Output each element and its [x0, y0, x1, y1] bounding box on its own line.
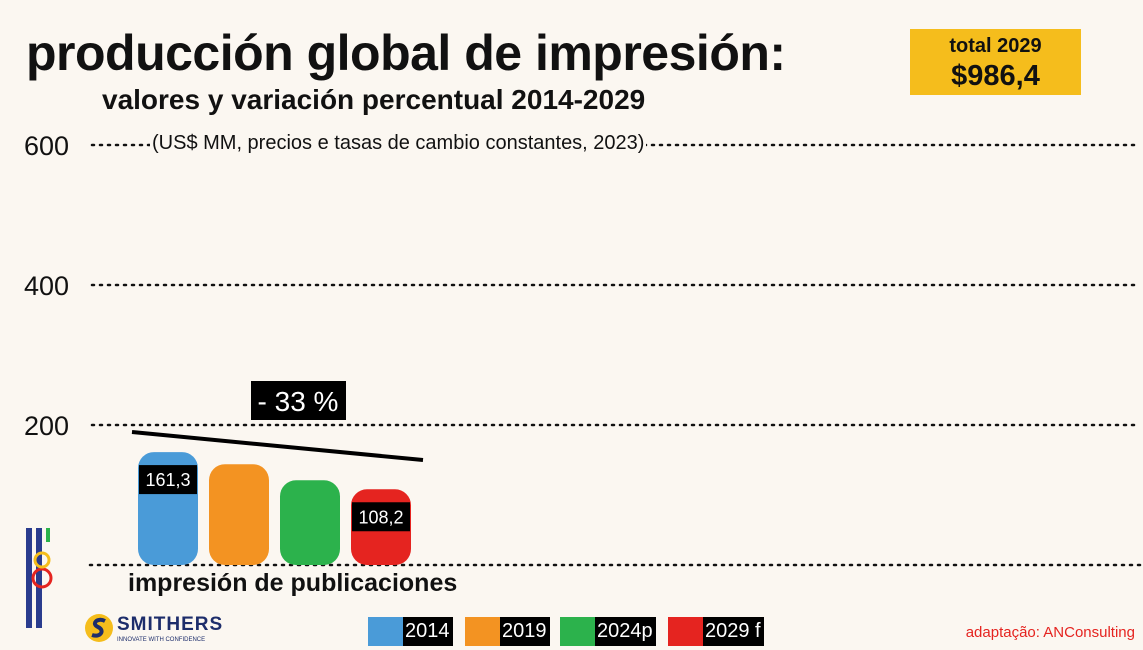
legend-swatch-2019 — [465, 617, 500, 646]
credit-text: adaptação: ANConsulting — [965, 624, 1135, 641]
legend-item-2024p: 2024p — [560, 617, 656, 646]
legend-label-2019: 2019 — [500, 617, 550, 646]
change-badge-text: - 33 % — [258, 386, 339, 417]
smithers-tagline: INNOVATE WITH CONFIDENCE — [117, 637, 206, 643]
change-badge-bg — [251, 381, 346, 420]
bar-2024p — [280, 480, 340, 565]
legend-swatch-2024p — [560, 617, 595, 646]
trend-line — [131, 430, 424, 462]
data-label-2029f: 108,2 — [358, 507, 403, 527]
total-label: total 2029 — [949, 35, 1042, 57]
y-tick-label-400: 400 — [24, 271, 69, 301]
legend-item-2014: 2014 — [368, 617, 453, 646]
smithers-s-icon — [85, 614, 113, 642]
legend-item-2029f: 2029 f — [668, 617, 764, 646]
y-tick-label-200: 200 — [24, 411, 69, 441]
units-note: (US$ MM, precios e tasas de cambio const… — [150, 132, 647, 155]
legend-item-2019: 2019 — [465, 617, 550, 646]
total-badge: total 2029 $986,4 — [910, 29, 1081, 95]
data-label-bg-2014 — [139, 465, 197, 495]
legend-swatch-2014 — [368, 617, 403, 646]
page-title: producción global de impresión: — [26, 25, 786, 81]
legend-label-2024p: 2024p — [595, 617, 656, 646]
category-label: impresión de publicaciones — [128, 569, 458, 597]
legend-label-2014: 2014 — [403, 617, 453, 646]
smithers-logo: SMITHERS INNOVATE WITH CONFIDENCE — [82, 611, 227, 647]
y-tick-label-600: 600 — [24, 131, 69, 161]
smithers-name: SMITHERS — [117, 614, 224, 635]
data-label-bg-2029f — [352, 502, 410, 532]
total-value: $986,4 — [951, 60, 1040, 92]
legend-label-2029f: 2029 f — [703, 617, 764, 646]
bar-2019 — [209, 464, 269, 565]
unigraf-logo-icon — [26, 528, 53, 628]
data-label-2014: 161,3 — [145, 470, 190, 490]
legend-swatch-2029f — [668, 617, 703, 646]
page-subtitle: valores y variación percentual 2014-2029 — [102, 84, 646, 115]
